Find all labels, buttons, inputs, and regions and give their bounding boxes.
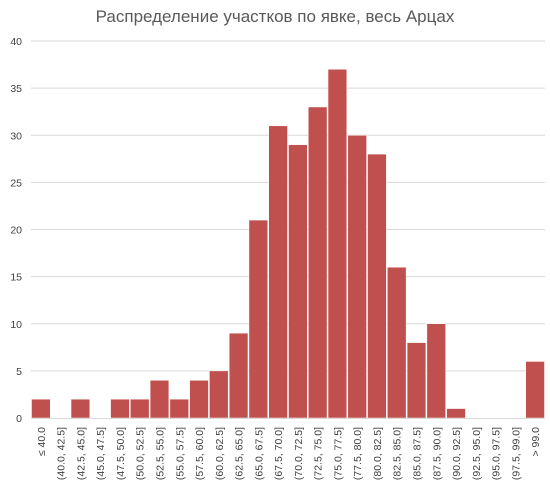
x-tick-label: (67.5, 70.0] [273,427,285,480]
x-tick-label: (82.5, 85.0] [392,427,404,480]
x-axis-ticks: ≤ 40.0 (40.0, 42.5] (42.5, 45.0] (45.0, 47.… [36,427,542,480]
y-tick-label: 5 [16,366,22,378]
bar [327,69,348,419]
bar [426,323,446,419]
x-tick-label: (40.0, 42.5] [56,427,68,480]
bar [367,153,387,419]
bar [130,398,150,419]
y-tick-label: 35 [10,83,22,95]
x-tick-label: (45.0, 47.5] [95,427,107,480]
bar [228,332,249,419]
bar [189,380,209,419]
y-tick-label: 40 [10,36,22,48]
x-tick-label: > 99.0 [530,427,542,457]
x-tick-label: (42.5, 45.0] [75,427,87,480]
x-tick-label: (75.0, 77.5] [332,427,344,480]
bar [169,398,189,419]
y-tick-label: 30 [10,130,22,142]
bar [149,380,170,419]
chart-title: Распределение участков по явке, весь Арц… [96,7,455,26]
x-tick-label: (62.5, 65.0] [234,427,246,480]
x-tick-label: (92.5, 95.0] [471,427,483,480]
x-tick-label: (70.0, 72.5] [293,427,305,480]
bar [70,398,91,419]
x-tick-label: (77.5, 80.0] [352,427,364,480]
bar [406,342,427,419]
y-axis-ticks: 0 5 10 15 20 25 30 35 40 [10,36,22,425]
x-tick-label: (60.0, 62.5] [214,427,226,480]
bar [387,266,407,419]
x-tick-label: (87.5, 90.0] [431,427,443,480]
x-tick-label: (90.0, 92.5] [451,427,463,480]
y-tick-label: 10 [10,319,22,331]
bar [446,408,466,419]
x-tick-label: (95.0, 97.5] [491,427,503,480]
x-tick-label: (80.0, 82.5] [372,427,384,480]
x-tick-label: (97.5, 99.0] [510,427,522,480]
bar [308,106,328,419]
x-tick-label: (85.0, 87.5] [412,427,424,480]
bar [525,361,545,419]
x-tick-label: (72.5, 75.0] [313,427,325,480]
bar [209,370,229,419]
y-tick-label: 20 [10,225,22,237]
y-tick-label: 25 [10,177,22,189]
bar [248,219,268,419]
x-tick-label: (52.5, 55.0] [155,427,167,480]
x-tick-label: (50.0, 52.5] [135,427,147,480]
bars [31,69,545,419]
y-tick-label: 15 [10,272,22,284]
x-tick-label: (47.5, 50.0] [115,427,127,480]
x-tick-label: (65.0, 67.5] [253,427,265,480]
x-tick-label: (55.0, 57.5] [174,427,186,480]
gridlines [31,40,545,372]
bar [268,125,288,419]
y-tick-label: 0 [16,413,22,425]
bar [31,398,51,419]
bar [288,144,308,419]
bar [110,398,130,419]
x-tick-label: (57.5, 60.0] [194,427,206,480]
x-tick-label: ≤ 40.0 [36,427,48,456]
bar [347,135,367,419]
